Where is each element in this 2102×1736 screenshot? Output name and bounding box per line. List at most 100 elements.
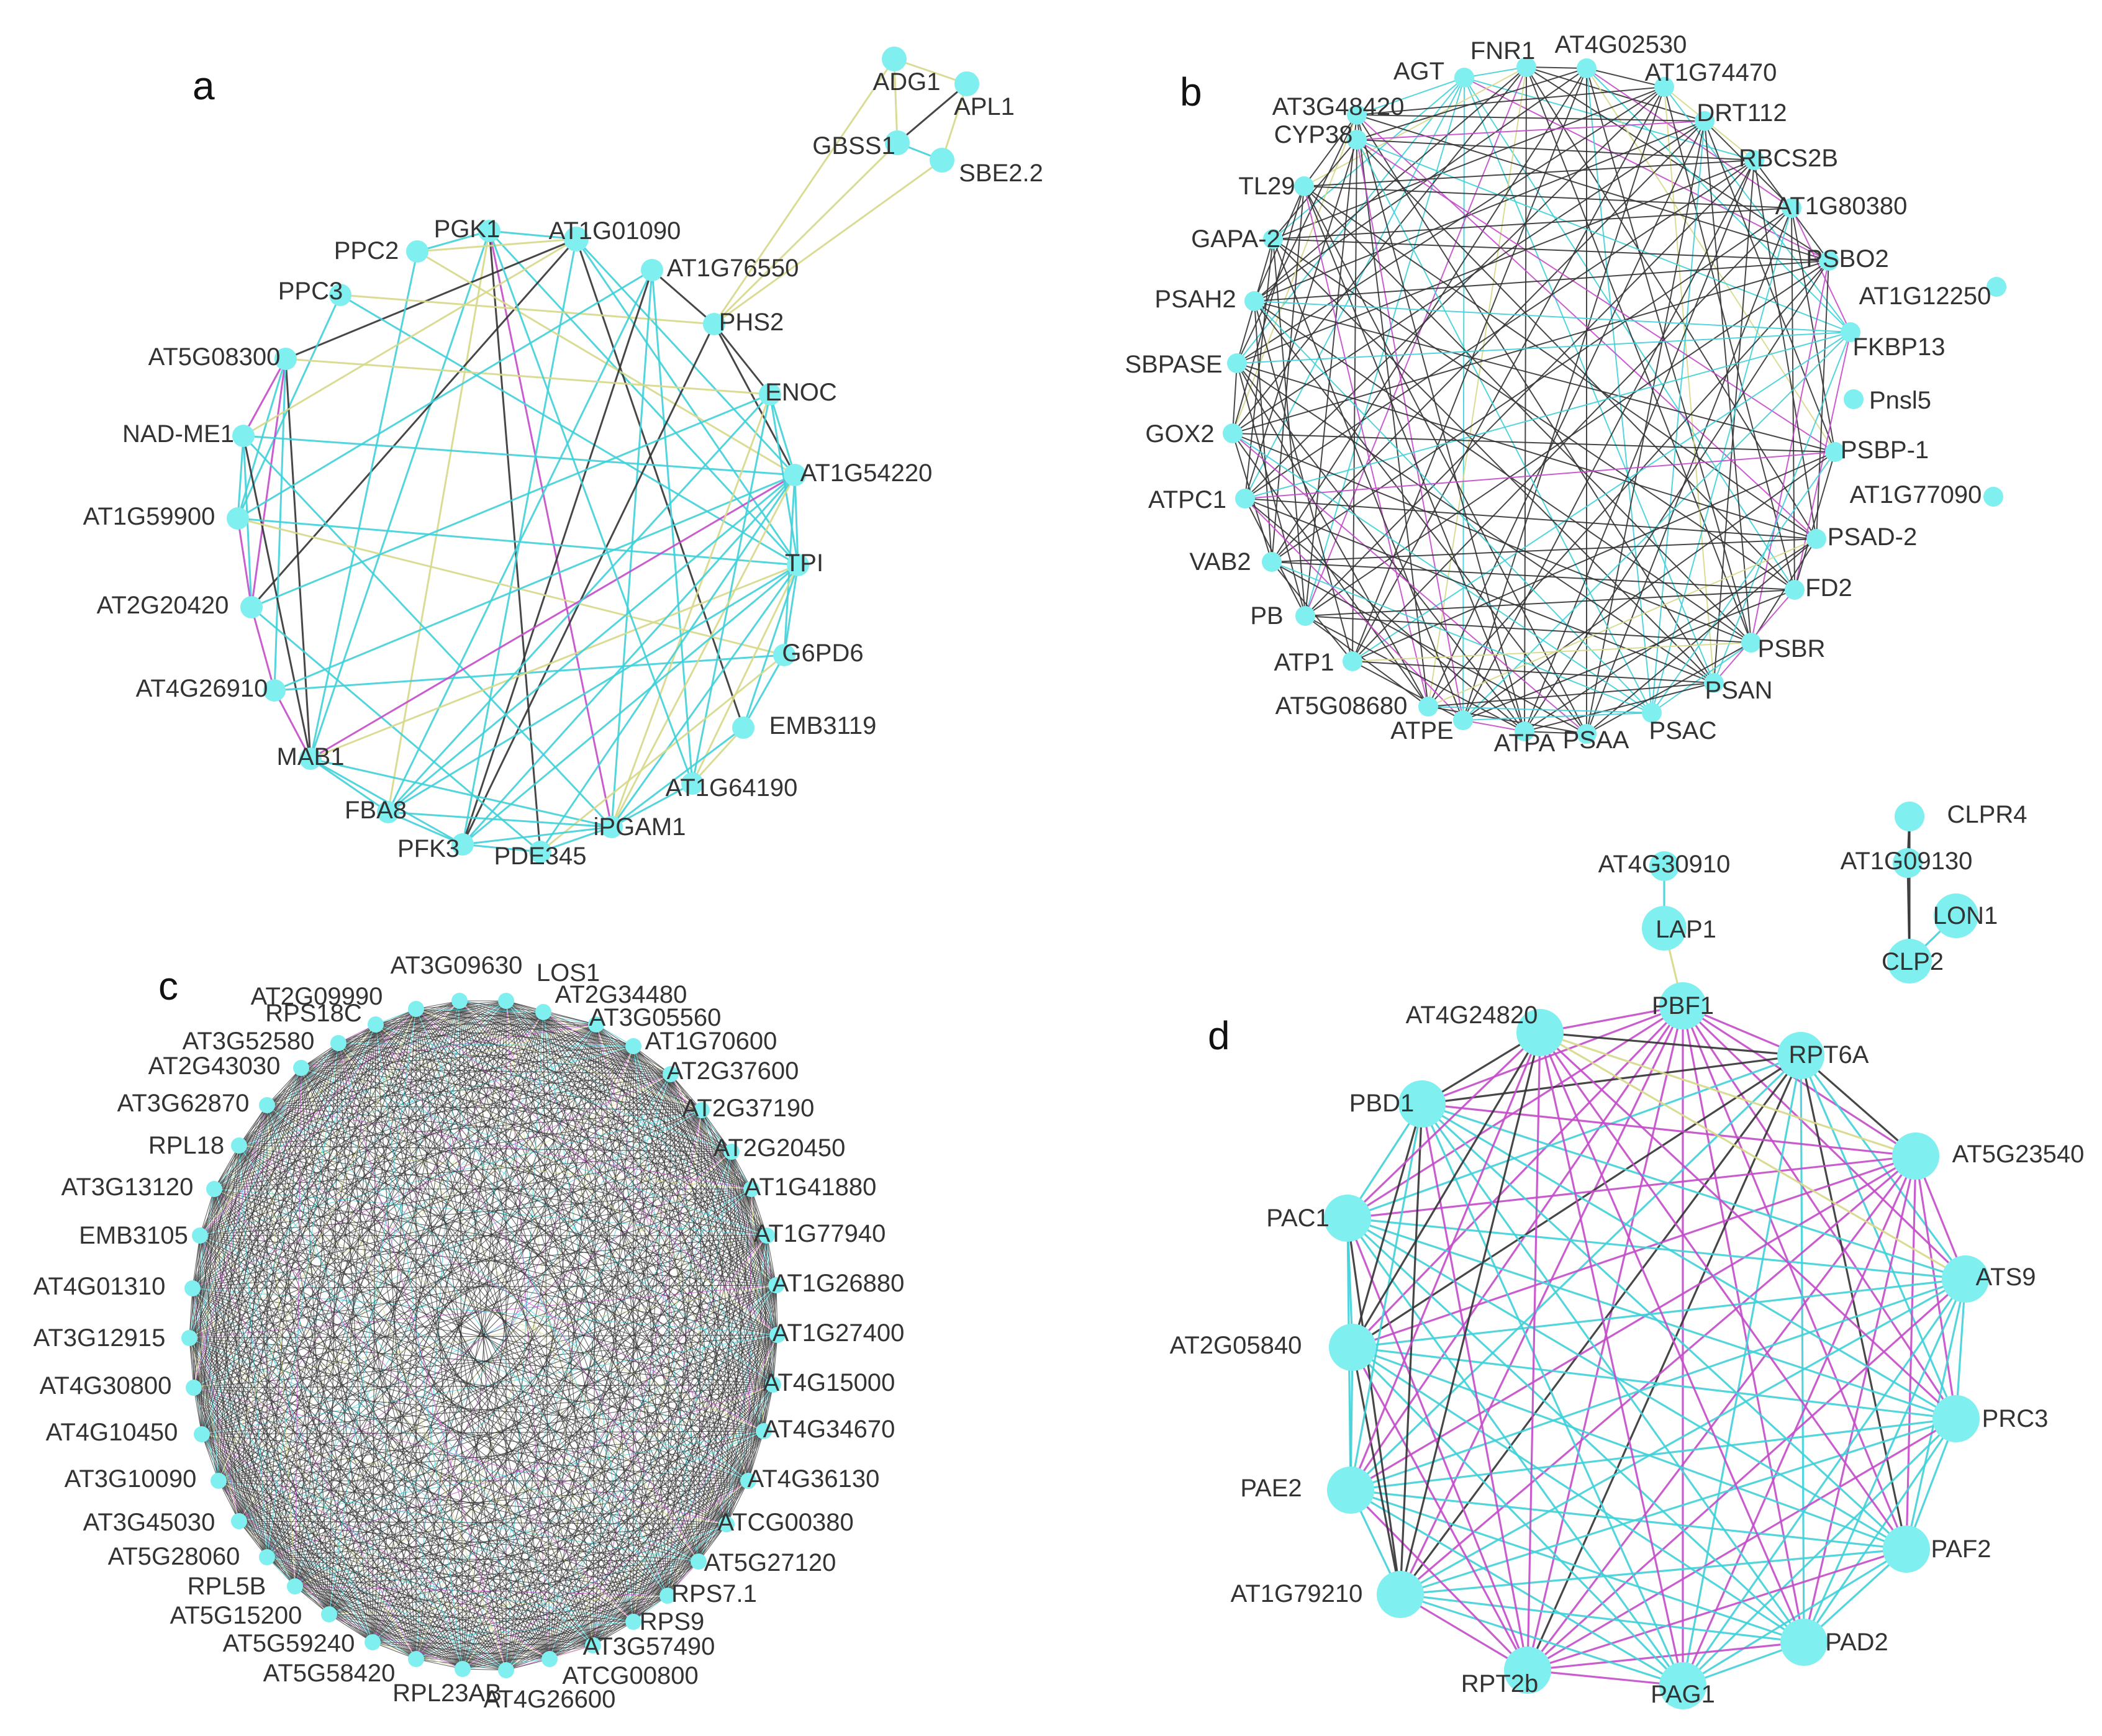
node-pbd1: PBD1: [1349, 1080, 1446, 1128]
node-label: AT1G70600: [645, 1028, 777, 1055]
edge-pad2-pac1: [1346, 1217, 1805, 1643]
edge-rpt6a-pad2: [1800, 1055, 1805, 1643]
node-at5g28060: AT5G28060: [108, 1543, 275, 1570]
node-nad-me1: NAD-ME1: [122, 420, 255, 448]
node-circle: [529, 841, 551, 863]
edge-rbcs2b-tl29: [1303, 160, 1755, 187]
edge-adg1-apl1: [894, 58, 967, 85]
edge-pgk1-at1g64190: [488, 230, 694, 784]
edge-at5g15200-at4g01310: [192, 1288, 330, 1615]
node-at3g05560: AT3G05560: [588, 1004, 721, 1033]
edge-at2g37190-rps18c: [375, 1024, 702, 1111]
edge-at4g36130-at3g62870: [266, 1105, 749, 1481]
edge-at1g54220-tpi: [794, 474, 799, 566]
node-at4g26910: AT4G26910: [136, 675, 286, 702]
edge-rbcs2b-atpc1: [1244, 160, 1755, 499]
node-label: AT1G64190: [666, 774, 798, 802]
edge-atcg00800-at2g43030: [301, 1067, 550, 1660]
node-circle: [1983, 487, 2003, 507]
node-circle: [659, 1588, 676, 1604]
node-at1g01090: AT1G01090: [549, 217, 681, 251]
node-circle: [694, 1102, 710, 1118]
edge-pgk1-fba8: [387, 230, 491, 813]
panel-d: AT4G30910 LAP1 CLPR4 AT1G09130 LON1 CLP2 PBF1 A…: [1170, 801, 2084, 1709]
node-circle: [186, 1380, 202, 1396]
edge-at5g15200-rpl18: [238, 1145, 330, 1615]
edge-at3g57490-at2g43030: [301, 1067, 594, 1646]
edge-at1g77940-atcg00800: [549, 1235, 768, 1660]
edge-at3g12915-at2g43030: [189, 1067, 302, 1339]
node-at5g08300: AT5G08300: [148, 343, 297, 371]
edge-fkbp13-atpe: [1462, 332, 1851, 721]
panel-c-edges: [189, 1000, 778, 1671]
edge-at4g26600-at2g43030: [301, 1067, 507, 1671]
edge-at3g48420-gox2: [1232, 114, 1357, 434]
node-label: EMB3105: [79, 1222, 188, 1249]
node-ipgam1: iPGAM1: [594, 813, 686, 841]
edge-at2g34480-at4g15000: [543, 1011, 774, 1385]
node-ppc2: PPC2: [334, 237, 428, 264]
node-at1g27400: AT1G27400: [769, 1319, 904, 1347]
node-at1g77940: AT1G77940: [754, 1220, 886, 1247]
edge-ats9-pae2: [1350, 1278, 1966, 1491]
node-circle: [1577, 58, 1597, 78]
node-clp2: CLP2: [1882, 939, 1944, 983]
edge-pag1-at2g05840: [1351, 1346, 1684, 1687]
edge-ats9-pbd1: [1421, 1103, 1966, 1280]
edge-at4g36130-at2g09990: [415, 1008, 749, 1481]
edge-at5g27120-rpl18: [238, 1145, 699, 1562]
edge-psbo2-psbr: [1751, 260, 1829, 643]
edge-at1g77940-at1g26880: [766, 1235, 777, 1286]
node-label: AT5G58420: [263, 1660, 396, 1687]
edge-los1-at1g41880: [505, 1000, 752, 1190]
edge-at5g58420-at3g12915: [189, 1337, 417, 1660]
node-label: FBA8: [345, 797, 407, 824]
edge-at4g34670-emb3105: [199, 1235, 764, 1432]
edge-atpe-atpa: [1462, 720, 1525, 732]
edge-atcg00800-rpl5b: [294, 1586, 550, 1660]
edge-at1g77940-at4g15000: [766, 1235, 774, 1385]
edge-pfk3-ipgam1: [462, 826, 612, 846]
edge-rps7-1-at3g13120: [214, 1188, 668, 1596]
edge-fba8-ipgam1: [387, 811, 612, 828]
node-at2g05840: AT2G05840: [1170, 1324, 1376, 1371]
edge-psad-2-at5g08680: [1428, 538, 1817, 707]
edge-fnr1-at4g02530: [1526, 66, 1587, 69]
edge-at1g41880-at5g15200: [328, 1188, 752, 1615]
node-circle: [1223, 423, 1243, 443]
edge-at1g77940-at3g57490: [592, 1235, 768, 1646]
edge-tpi-pfk3: [462, 564, 799, 846]
edge-rpt2b-at4g24820: [1526, 1032, 1541, 1671]
node-label: PAG1: [1651, 1681, 1715, 1708]
edge-atcg00800-rpl18: [238, 1145, 550, 1660]
edge-at1g64190-ipgam1: [611, 782, 693, 828]
edge-rps9-at2g43030: [301, 1067, 634, 1622]
node-circle: [293, 1060, 309, 1076]
edge-vab2-fd2: [1271, 561, 1795, 590]
edge-at5g15200-at3g12915: [189, 1337, 330, 1615]
edge-at2g20450-at1g26880: [731, 1151, 777, 1286]
edge-at2g37600-at3g62870: [266, 1074, 671, 1106]
node-at2g34480: AT2G34480: [535, 981, 687, 1020]
edge-emb3105-at3g62870: [199, 1105, 268, 1236]
edge-at1g26880-at5g28060: [266, 1285, 777, 1558]
node-circle: [408, 1001, 424, 1017]
node-circle: [1806, 529, 1826, 549]
edge-at4g10450-at3g62870: [201, 1105, 268, 1435]
node-at4g02530: AT4G02530: [1555, 31, 1687, 78]
edge-at4g26600-rpl18: [238, 1145, 507, 1671]
node-circle: [408, 1651, 424, 1667]
node-label: AT1G80380: [1775, 192, 1908, 220]
edge-rps7-1-rps18c: [375, 1024, 668, 1596]
node-circle: [498, 1662, 514, 1678]
node-label: RPT6A: [1789, 1041, 1869, 1069]
edge-rps9-emb3105: [199, 1235, 634, 1622]
node-label: RPL23AB: [392, 1679, 502, 1707]
edge-at4g26600-emb3105: [199, 1235, 507, 1671]
edge-atcg00380-at5g59240: [372, 1524, 727, 1643]
node-label: PSAN: [1705, 677, 1773, 704]
node-circle: [723, 1144, 740, 1160]
node-label: PRC3: [1982, 1405, 2049, 1432]
node-label: AT3G62870: [117, 1090, 250, 1117]
edge-at4g01310-at2g43030: [192, 1067, 302, 1289]
